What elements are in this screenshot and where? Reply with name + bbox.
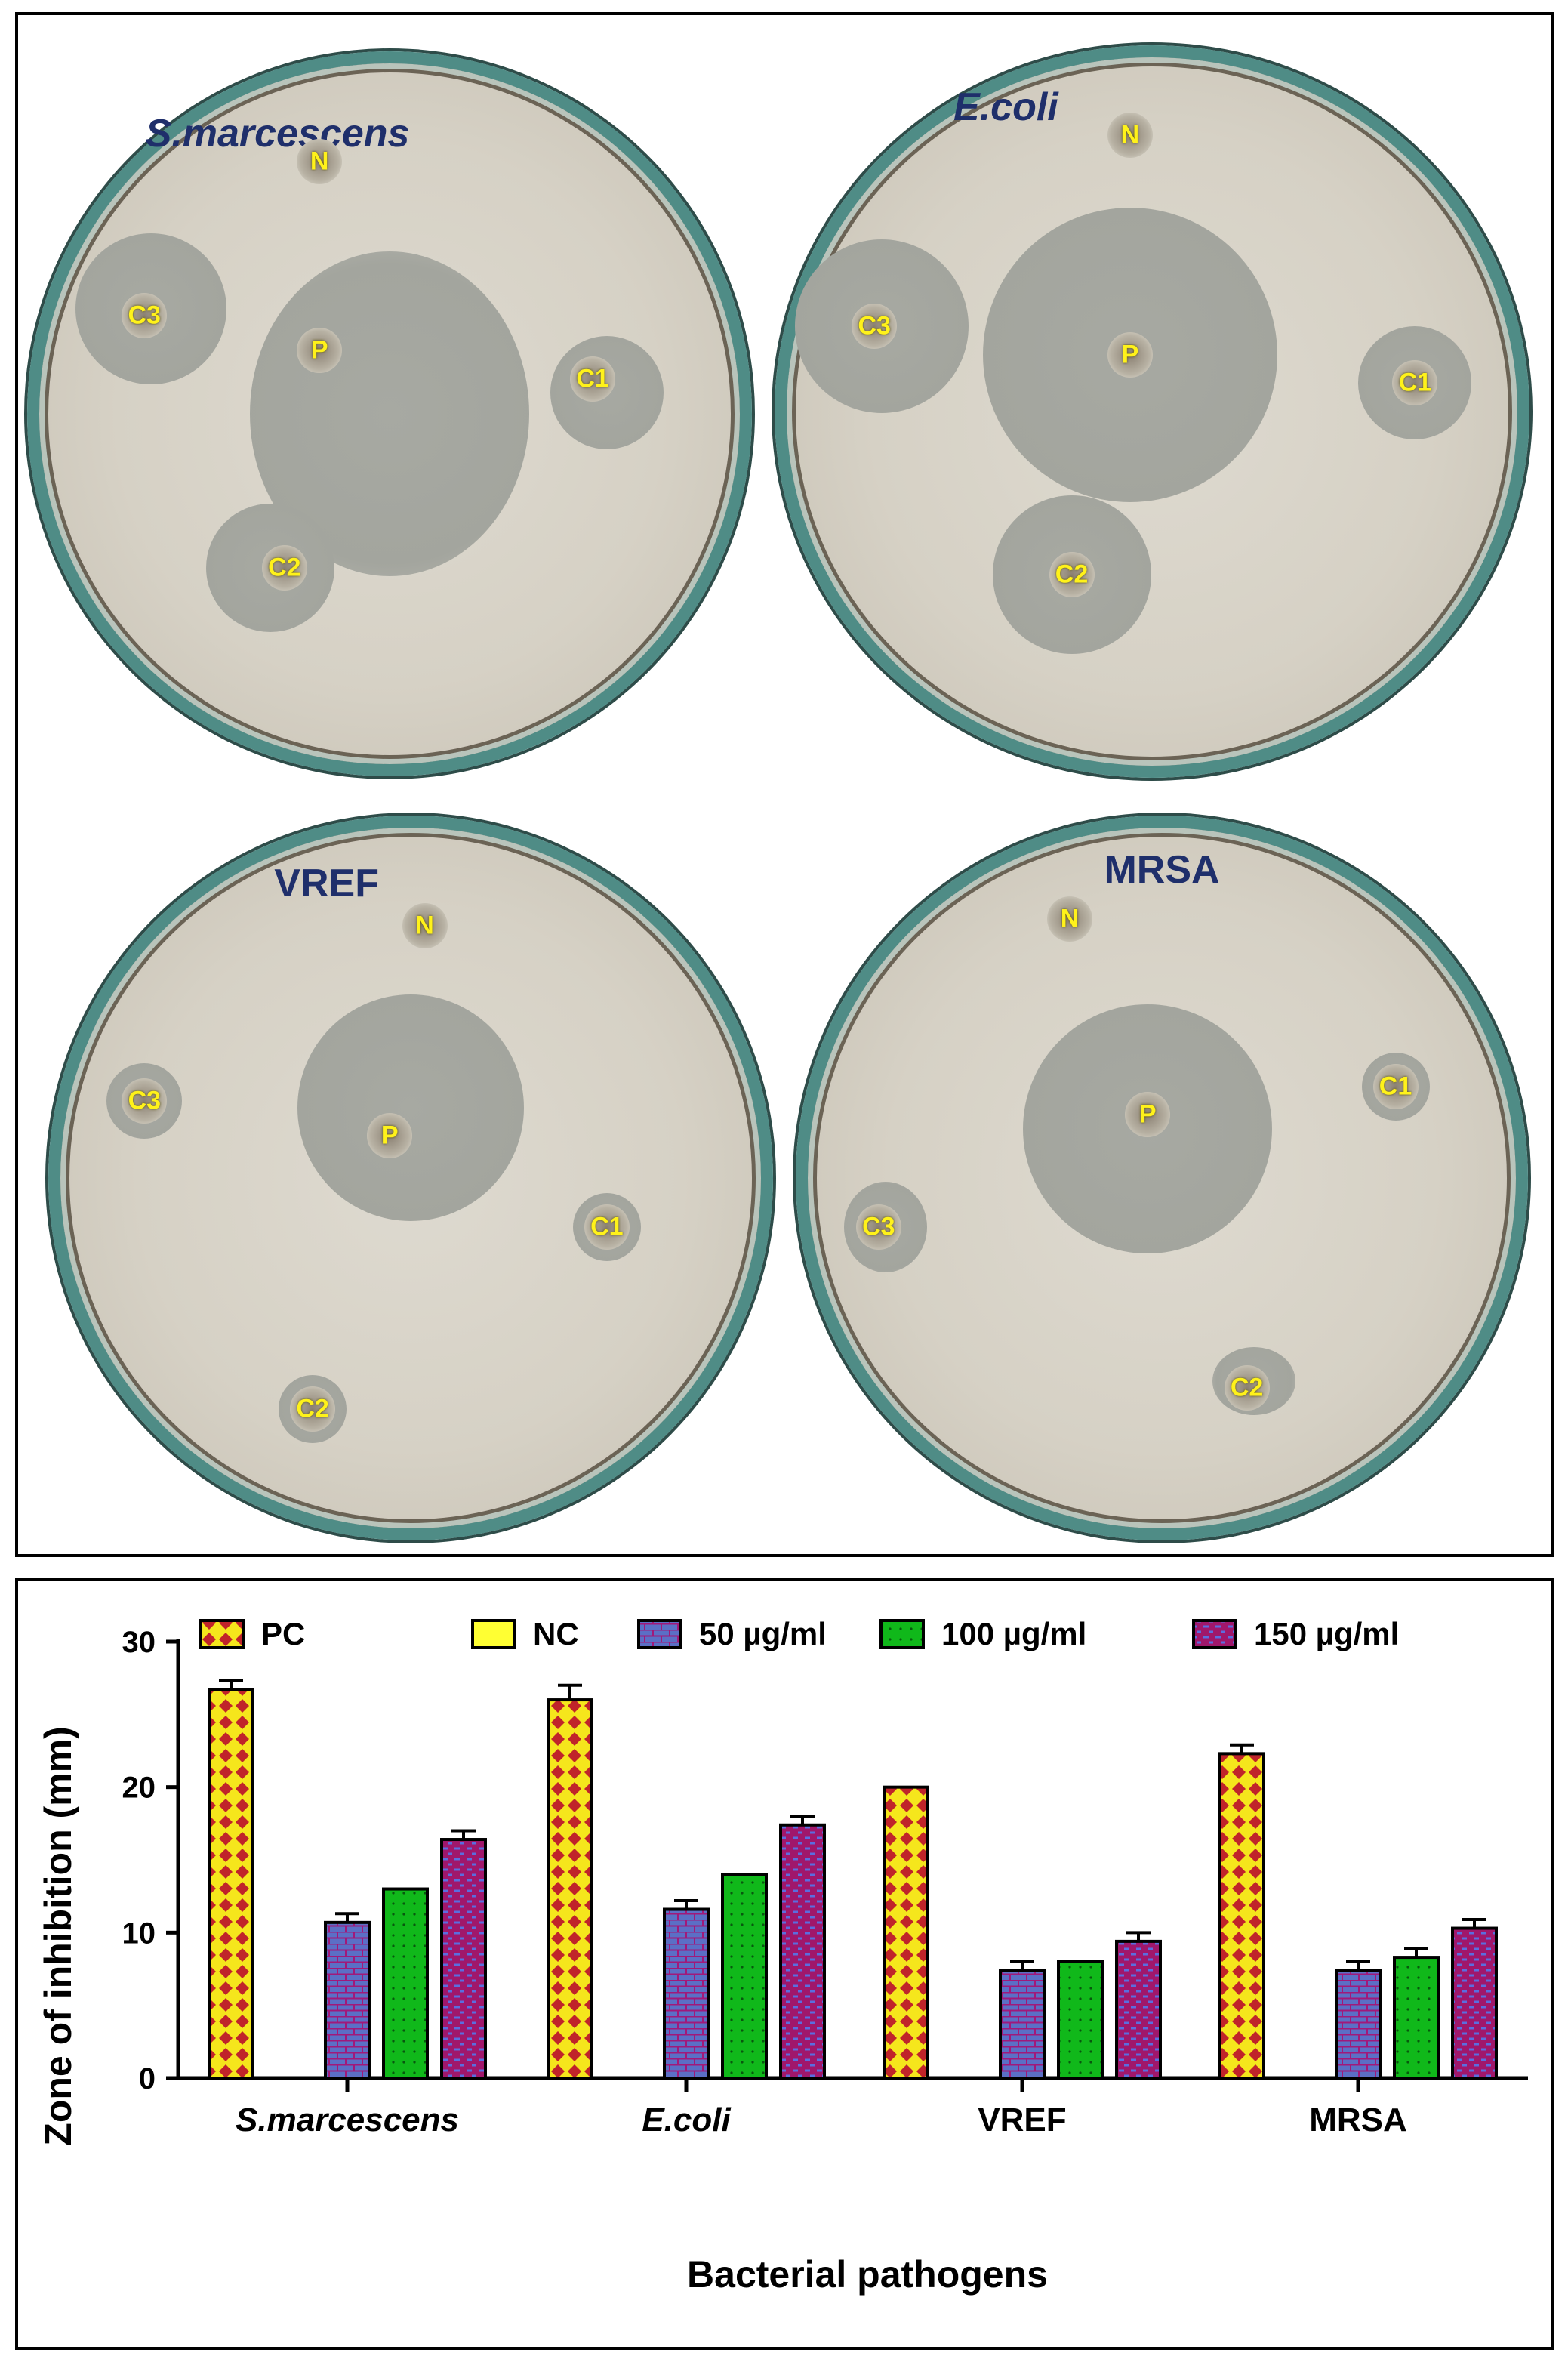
y-axis-title: Zone of inhibition (mm) [37, 1726, 79, 2145]
legend-swatch [471, 1619, 516, 1649]
well-label-c1: C1 [576, 364, 609, 393]
plate-title: E.coli [953, 85, 1058, 129]
bars [208, 1679, 1498, 2080]
x-tick-label: MRSA [1309, 2101, 1407, 2138]
well-label-c2: C2 [1230, 1373, 1264, 1402]
y-tick-label: 0 [139, 2062, 156, 2095]
well-label-c3: C3 [128, 301, 161, 330]
well-label-c3: C3 [858, 311, 891, 341]
bar-chart-panel: 0 10 20 30 S.marcescens E.coli VREF MRSA PC NC 50… [15, 1578, 1554, 2350]
bar-chart: 0 10 20 30 S.marcescens E.coli VREF MRSA PC NC 50… [37, 1616, 1528, 2296]
legend: PC NC 50 µg/ml 100 µg/ml 150 µg/ml [199, 1616, 1399, 1651]
bar [382, 1887, 429, 2080]
x-axis-title: Bacterial pathogens [687, 2253, 1048, 2296]
legend-label: NC [533, 1616, 579, 1651]
bar [779, 1823, 826, 2080]
y-tick-label: 20 [122, 1772, 156, 1805]
well-label-c1: C1 [1379, 1072, 1412, 1101]
bar [999, 1969, 1046, 2080]
bar [1218, 1752, 1265, 2080]
well-label-p: P [380, 1121, 399, 1150]
bar [883, 1785, 929, 2080]
bar [1335, 1969, 1382, 2080]
legend-label: 150 µg/ml [1254, 1616, 1399, 1651]
y-tick-label: 10 [122, 1916, 156, 1950]
bar [663, 1907, 710, 2080]
plate-title: VREF [274, 862, 379, 906]
well-label-p: P [1138, 1099, 1157, 1129]
x-tick-label: VREF [978, 2101, 1066, 2138]
well-label-c1: C1 [1398, 368, 1432, 397]
well-label-n: N [1120, 120, 1140, 150]
well-label-n: N [415, 911, 434, 940]
bar [1393, 1956, 1440, 2080]
plate-s-marcescens: S.marcescens N P C1 C2 C3 [27, 51, 752, 776]
bar [440, 1838, 487, 2080]
bar [1451, 1926, 1498, 2080]
legend-swatch [199, 1619, 245, 1649]
well-label-c2: C2 [1055, 560, 1089, 589]
legend-swatch [637, 1619, 682, 1649]
bar [547, 1698, 593, 2080]
legend-swatch [879, 1619, 925, 1649]
plate-e-coli: E.coli N P C1 C2 C3 [775, 45, 1529, 778]
well-label-p: P [310, 335, 328, 365]
legend-label: PC [261, 1616, 305, 1651]
well-label-c2: C2 [268, 553, 301, 582]
plate-mrsa: MRSA N P C1 C2 C3 [796, 816, 1528, 1540]
x-tick-label: S.marcescens [236, 2101, 459, 2138]
well-label-c3: C3 [128, 1086, 162, 1115]
y-tick-label: 30 [122, 1626, 156, 1659]
well-label-c1: C1 [590, 1212, 624, 1241]
bar [1057, 1960, 1104, 2080]
legend-label: 50 µg/ml [699, 1616, 827, 1651]
well-label-p: P [1121, 340, 1139, 369]
plate-title: MRSA [1104, 847, 1220, 892]
bar [1115, 1939, 1162, 2080]
bar [721, 1873, 768, 2080]
well-label-c3: C3 [862, 1212, 895, 1241]
x-tick-label: E.coli [642, 2101, 731, 2138]
bar [324, 1920, 371, 2080]
plate-title: S.marcescens [145, 111, 410, 156]
well-label-c2: C2 [296, 1394, 329, 1423]
legend-swatch [1192, 1619, 1237, 1649]
bar [208, 1688, 254, 2080]
well-label-n: N [1060, 904, 1080, 933]
plate-images-panel: S.marcescens N P C1 C2 C3 E.coli N P C1 … [15, 12, 1554, 1557]
legend-label: 100 µg/ml [941, 1616, 1086, 1651]
plate-vref: VREF N P C1 C2 C3 [48, 816, 773, 1540]
well-label-n: N [310, 146, 329, 176]
